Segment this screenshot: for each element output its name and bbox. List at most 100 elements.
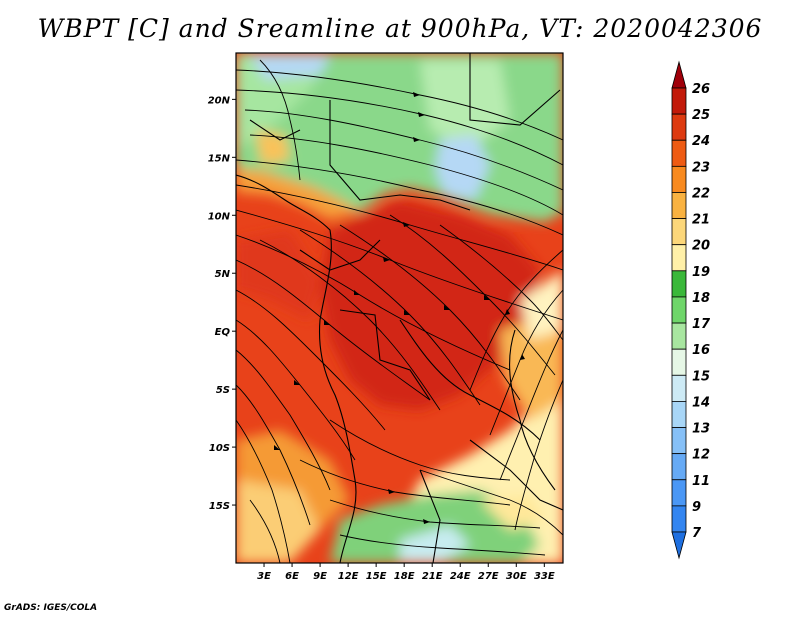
lon-tick-label: 3E: [257, 571, 271, 582]
lon-tick-label: 18E: [394, 571, 415, 582]
colorbar-label: 25: [692, 108, 710, 123]
lon-tick-label: 21E: [422, 571, 443, 582]
streamline: [259, 239, 441, 411]
streamline: [439, 224, 563, 341]
colorbar-box: [671, 479, 687, 507]
arrowhead: [354, 290, 360, 295]
lat-tick-label: EQ: [215, 327, 231, 338]
northwest-yellow-patch: [255, 130, 290, 165]
lat-tick-label: 20N: [208, 95, 231, 106]
northeast-blue-region: [435, 135, 490, 200]
colorbar-max-triangle: [671, 60, 687, 89]
colorbar-box: [671, 218, 687, 246]
streamline: [236, 234, 511, 371]
streamline: [299, 229, 481, 406]
lat-tick-label: 10N: [208, 211, 231, 222]
colorbar-box: [671, 192, 687, 219]
streamlines: [236, 59, 563, 563]
arrowhead: [423, 519, 430, 524]
colorbar-label: 20: [692, 239, 710, 254]
colorbar-label: 13: [692, 422, 710, 437]
south-green-region: [330, 490, 540, 563]
arrowhead: [383, 257, 390, 262]
colorbar-box: [671, 165, 687, 193]
lon-tick-label: 30E: [506, 571, 527, 582]
border-segment: [469, 53, 561, 126]
streamline: [329, 419, 511, 481]
streamline-arrows: [274, 92, 525, 524]
colorbar-label: 16: [692, 343, 710, 358]
colorbar-min-triangle: [671, 531, 687, 560]
colorbar-box: [671, 427, 687, 455]
streamline: [236, 349, 331, 491]
colorbar-label: 17: [692, 317, 711, 332]
lon-tick-label: 15E: [366, 571, 387, 582]
northwest-blue-region: [250, 55, 330, 80]
east-orange-region: [500, 310, 563, 420]
country-borders: [236, 53, 563, 563]
colorbar-box: [671, 374, 687, 402]
colorbar-label: 26: [692, 82, 710, 97]
lake-outline: [509, 329, 556, 491]
streamline: [389, 214, 556, 376]
lat-tick-label: 5N: [215, 269, 231, 280]
streamline: [236, 419, 291, 563]
colorbar-box: [671, 244, 687, 272]
lon-tick-label: 24E: [450, 571, 471, 582]
southwest-yellow-region: [236, 480, 320, 563]
colorbar-label: 15: [692, 369, 710, 384]
streamline: [236, 159, 563, 236]
coastline-west: [236, 174, 357, 563]
field-shading: [236, 53, 563, 563]
colorbar-label: 7: [692, 526, 702, 541]
streamline: [236, 209, 563, 321]
lat-tick-label: 10S: [209, 443, 230, 454]
east-pale-region: [520, 270, 563, 340]
lon-tick-label: 9E: [313, 571, 327, 582]
streamline: [499, 329, 563, 481]
arrowhead: [404, 310, 410, 315]
colorbar-box: [671, 505, 687, 533]
arrowhead: [418, 112, 425, 117]
colorbar-box: [671, 296, 687, 324]
colorbar-box: [671, 348, 687, 376]
arrowhead: [403, 222, 410, 227]
colorbar-box: [671, 322, 687, 350]
arrowhead: [520, 354, 525, 360]
border-segment: [419, 469, 441, 563]
arrowhead: [274, 445, 280, 450]
colorbar-box: [671, 401, 687, 428]
core-red-region: [320, 200, 540, 410]
arrowhead: [413, 137, 420, 142]
colorbar-label: 19: [692, 265, 710, 280]
arrowhead: [413, 92, 420, 97]
streamline: [236, 289, 386, 431]
lon-tick-label: 27E: [478, 571, 499, 582]
border-segment: [469, 439, 563, 511]
colorbar-label: 22: [692, 186, 710, 201]
lat-tick-label: 15S: [209, 501, 230, 512]
arrowhead: [505, 309, 510, 315]
border-segment: [329, 100, 471, 211]
streamline: [236, 259, 431, 401]
map-field: [236, 53, 563, 563]
arrowhead: [324, 320, 330, 325]
streamline: [259, 59, 301, 181]
north-orange-band: [236, 168, 360, 220]
axis-ticks: 3E 6E 9E 12E 15E 18E 21E 24E 27E 30E 33E 20N 15N 10N 5…: [208, 95, 555, 582]
colorbar-label: 24: [692, 134, 710, 149]
arrowhead: [484, 295, 490, 300]
colorbar-box: [671, 453, 687, 481]
lat-tick-label: 5S: [216, 385, 230, 396]
colorbar-box: [671, 113, 687, 141]
streamline: [249, 134, 563, 216]
arrowhead: [444, 305, 450, 310]
lon-tick-label: 12E: [338, 571, 359, 582]
colorbar-label: 9: [692, 500, 701, 515]
border-segment: [339, 309, 431, 401]
arrowhead: [388, 489, 395, 494]
streamline: [514, 379, 563, 531]
colorbar-box: [671, 270, 687, 298]
streamline: [339, 224, 521, 401]
